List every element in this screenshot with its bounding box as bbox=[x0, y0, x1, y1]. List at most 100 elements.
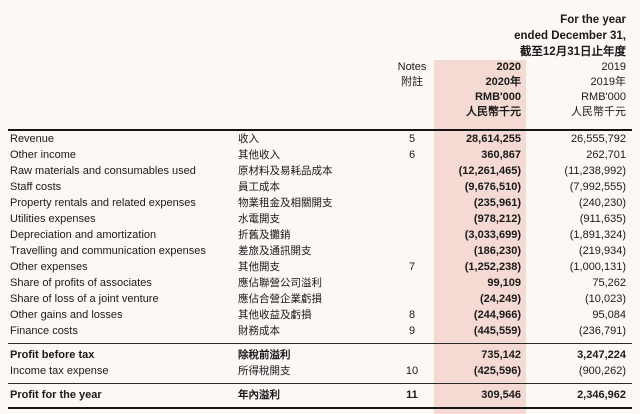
row-label-zh: 物業租金及相關開支 bbox=[238, 197, 333, 209]
row-value-2020: (1,252,238) bbox=[464, 261, 521, 273]
notes-column-header: Notes 附註 bbox=[390, 60, 434, 120]
row-value-2019: 26,555,792 bbox=[570, 133, 626, 145]
row-note bbox=[390, 163, 434, 179]
table-row-profit-before-tax: Profit before tax 除稅前溢利 735,142 3,247,22… bbox=[0, 347, 640, 363]
row-label-en: Share of loss of a joint venture bbox=[10, 293, 159, 305]
row-value-2019: (1,000,131) bbox=[569, 261, 626, 273]
year-2020-unit: RMB'000 bbox=[474, 91, 521, 103]
row-label-zh: 財務成本 bbox=[238, 325, 280, 337]
row-value-2019: (219,934) bbox=[578, 245, 626, 257]
row-note: 8 bbox=[408, 309, 416, 321]
period-line-1: For the year bbox=[560, 14, 626, 26]
row-label-en: Depreciation and amortization bbox=[10, 229, 157, 241]
row-note bbox=[390, 347, 434, 363]
row-value-2019: (1,891,324) bbox=[569, 229, 626, 241]
row-label-zh: 應佔聯營公司溢利 bbox=[238, 277, 322, 289]
row-value-2019: 2,346,962 bbox=[577, 389, 626, 401]
spacer bbox=[238, 60, 390, 120]
year-2020-column-header: 2020 2020年 RMB'000 人民幣千元 bbox=[434, 60, 526, 120]
row-value-2020: (425,596) bbox=[473, 365, 521, 377]
row-label-en: Profit before tax bbox=[10, 349, 95, 361]
table-row-raw-materials: Raw materials and consumables used 原材料及易… bbox=[0, 163, 640, 179]
row-value-2020: (978,212) bbox=[473, 213, 521, 225]
row-label-en: Finance costs bbox=[10, 325, 78, 337]
table-row-utilities: Utilities expenses 水電開支 (978,212) (911,6… bbox=[0, 211, 640, 227]
notes-label-zh: 附註 bbox=[401, 76, 423, 88]
row-note: 11 bbox=[406, 389, 418, 401]
table-row-depreciation: Depreciation and amortization 折舊及攤銷 (3,0… bbox=[0, 227, 640, 243]
row-label-en: Raw materials and consumables used bbox=[10, 165, 196, 177]
row-value-2020: (244,966) bbox=[473, 309, 521, 321]
bottom-divider bbox=[8, 407, 632, 409]
row-note bbox=[390, 291, 434, 307]
row-label-en: Travelling and communication expenses bbox=[10, 245, 206, 257]
row-value-2019: 3,247,224 bbox=[577, 349, 626, 361]
row-value-2020: (445,559) bbox=[473, 325, 521, 337]
row-value-2020: (12,261,465) bbox=[458, 165, 521, 177]
row-label-zh: 年內溢利 bbox=[238, 389, 280, 401]
row-label-zh: 其他開支 bbox=[238, 261, 280, 273]
row-value-2020: 99,109 bbox=[487, 277, 521, 289]
row-label-zh: 除稅前溢利 bbox=[238, 349, 291, 361]
row-value-2020: 735,142 bbox=[481, 349, 521, 361]
row-note: 6 bbox=[408, 149, 416, 161]
row-label-zh: 差旅及通訊開支 bbox=[238, 245, 312, 257]
row-label-en: Property rentals and related expenses bbox=[10, 197, 196, 209]
row-value-2019: (236,791) bbox=[578, 325, 626, 337]
table-row-other-income: Other income 其他收入 6 360,867 262,701 bbox=[0, 147, 640, 163]
table-row-other-expenses: Other expenses 其他開支 7 (1,252,238) (1,000… bbox=[0, 259, 640, 275]
table-row-revenue: Revenue 收入 5 28,614,255 26,555,792 bbox=[0, 131, 640, 147]
year-2020-label: 2020 bbox=[496, 61, 521, 73]
row-value-2019: (10,023) bbox=[585, 293, 626, 305]
row-note: 5 bbox=[408, 133, 416, 145]
row-value-2019: (900,262) bbox=[578, 365, 626, 377]
table-row-income-tax: Income tax expense 所得稅開支 10 (425,596) (9… bbox=[0, 363, 640, 379]
table-row-property-rentals: Property rentals and related expenses 物業… bbox=[0, 195, 640, 211]
row-value-2019: (911,635) bbox=[579, 213, 626, 225]
row-note: 7 bbox=[408, 261, 416, 273]
header-divider bbox=[8, 129, 632, 131]
row-label-zh: 原材料及易耗品成本 bbox=[238, 165, 333, 177]
total-divider bbox=[8, 383, 632, 384]
row-value-2020: 309,546 bbox=[481, 389, 521, 401]
row-value-2020: (9,676,510) bbox=[464, 181, 521, 193]
row-value-2020: (24,249) bbox=[480, 293, 521, 305]
row-label-zh: 收入 bbox=[238, 133, 259, 145]
row-label-zh: 折舊及攤銷 bbox=[238, 229, 291, 241]
notes-label-en: Notes bbox=[397, 61, 427, 73]
row-label-zh: 員工成本 bbox=[238, 181, 280, 193]
year-2019-label-zh: 2019年 bbox=[590, 76, 626, 88]
year-2020-unit-zh: 人民幣千元 bbox=[466, 106, 521, 118]
subtotal-divider bbox=[8, 343, 632, 344]
row-note bbox=[390, 243, 434, 259]
row-value-2020: (3,033,699) bbox=[464, 229, 521, 241]
row-value-2019: 75,262 bbox=[592, 277, 626, 289]
row-value-2019: (240,230) bbox=[578, 197, 626, 209]
row-value-2019: 95,084 bbox=[592, 309, 626, 321]
row-value-2019: (11,238,992) bbox=[564, 165, 626, 177]
period-line-3: 截至12月31日止年度 bbox=[519, 46, 626, 58]
row-label-zh: 水電開支 bbox=[238, 213, 280, 225]
spacer bbox=[10, 60, 238, 120]
row-label-zh: 其他收入 bbox=[238, 149, 280, 161]
row-label-en: Share of profits of associates bbox=[10, 277, 152, 289]
row-note bbox=[390, 195, 434, 211]
row-note bbox=[390, 227, 434, 243]
year-2019-unit: RMB'000 bbox=[581, 91, 626, 103]
row-label-en: Utilities expenses bbox=[10, 213, 96, 225]
year-2020-label-zh: 2020年 bbox=[485, 76, 521, 88]
row-note bbox=[390, 179, 434, 195]
table-row-profit-for-the-year: Profit for the year 年內溢利 11 309,546 2,34… bbox=[0, 387, 640, 403]
year-2019-unit-zh: 人民幣千元 bbox=[571, 106, 626, 118]
row-value-2020: 28,614,255 bbox=[465, 133, 521, 145]
row-value-2020: (186,230) bbox=[473, 245, 521, 257]
table-row-share-profits-associates: Share of profits of associates 應佔聯營公司溢利 … bbox=[0, 275, 640, 291]
row-note: 10 bbox=[405, 365, 419, 377]
year-2020-highlight-band bbox=[434, 60, 526, 414]
row-label-zh: 其他收益及虧損 bbox=[238, 309, 312, 321]
row-label-zh: 應佔合營企業虧損 bbox=[238, 293, 322, 305]
column-headers: Notes 附註 2020 2020年 RMB'000 人民幣千元 2019 2… bbox=[0, 60, 640, 120]
row-value-2019: (7,992,555) bbox=[569, 181, 626, 193]
row-note: 9 bbox=[408, 325, 416, 337]
